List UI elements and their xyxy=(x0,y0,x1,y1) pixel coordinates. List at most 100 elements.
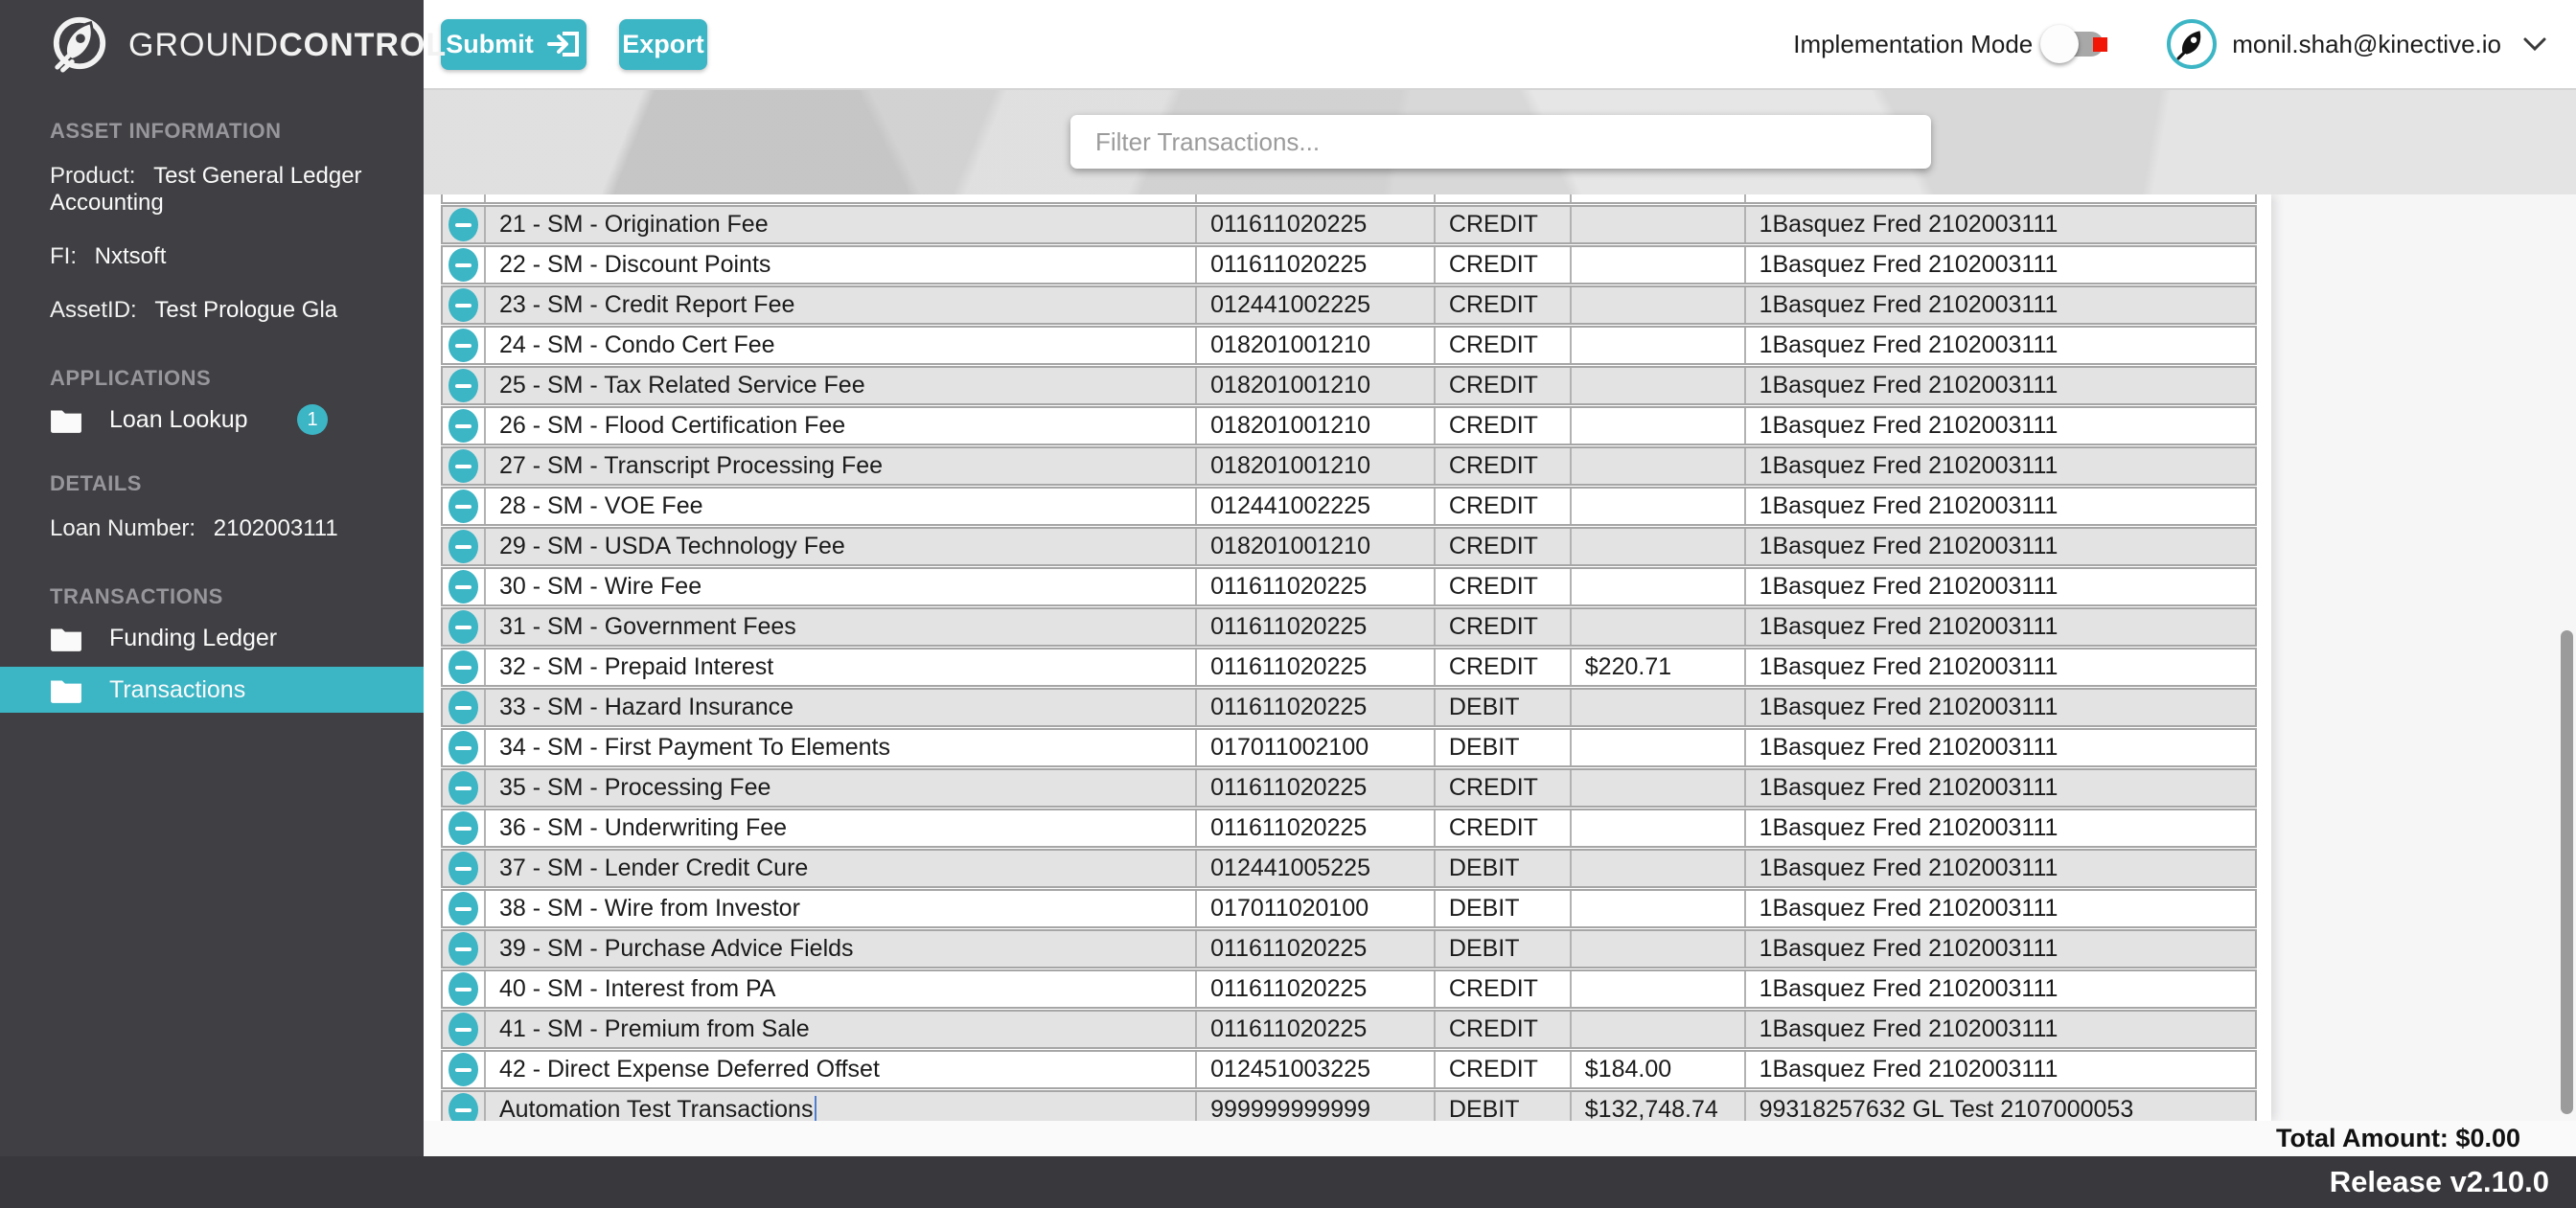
description-cell[interactable]: 36 - SM - Underwriting Fee xyxy=(486,810,1198,846)
remove-row-button[interactable] xyxy=(448,1053,478,1086)
description-cell[interactable]: 23 - SM - Credit Report Fee xyxy=(486,287,1198,323)
amount-cell[interactable] xyxy=(1572,408,1746,444)
payee-cell[interactable]: 1Basquez Fred 2102003111 xyxy=(1759,251,2058,278)
amount-cell[interactable] xyxy=(1572,971,1746,1007)
account-number-cell[interactable]: 011611020225 xyxy=(1197,810,1436,846)
description-cell[interactable]: 39 - SM - Purchase Advice Fields xyxy=(486,931,1198,967)
credit-debit-cell[interactable]: CREDIT xyxy=(1436,770,1572,806)
amount-cell[interactable] xyxy=(1572,448,1746,484)
account-number-cell[interactable]: 012441002225 xyxy=(1197,287,1436,323)
description-cell[interactable]: 31 - SM - Government Fees xyxy=(486,609,1198,645)
description-cell[interactable]: 22 - SM - Discount Points xyxy=(486,247,1198,283)
credit-debit-cell[interactable]: CREDIT xyxy=(1436,609,1572,645)
sidebar-item-loan-lookup[interactable]: Loan Lookup 1 xyxy=(0,397,424,443)
credit-debit-cell[interactable]: CREDIT xyxy=(1436,448,1572,484)
amount-cell[interactable] xyxy=(1572,931,1746,967)
credit-debit-cell[interactable]: DEBIT xyxy=(1436,931,1572,967)
description-cell[interactable]: 28 - SM - VOE Fee xyxy=(486,489,1198,524)
remove-row-button[interactable] xyxy=(448,248,478,282)
payee-cell[interactable]: 1Basquez Fred 2102003111 xyxy=(1759,734,2058,761)
remove-row-button[interactable] xyxy=(448,852,478,885)
account-number-cell[interactable]: 011611020225 xyxy=(1197,609,1436,645)
payee-cell[interactable]: 1Basquez Fred 2102003111 xyxy=(1759,291,2058,318)
payee-cell[interactable]: 1Basquez Fred 2102003111 xyxy=(1759,1056,2058,1083)
amount-cell[interactable] xyxy=(1572,368,1746,403)
account-number-cell[interactable]: 012441002225 xyxy=(1197,489,1436,524)
implementation-mode-toggle[interactable] xyxy=(2040,25,2108,63)
credit-debit-cell[interactable]: CREDIT xyxy=(1436,207,1572,242)
description-cell[interactable]: 35 - SM - Processing Fee xyxy=(486,770,1198,806)
payee-cell[interactable]: 1Basquez Fred 2102003111 xyxy=(1759,975,2058,1002)
remove-row-button[interactable] xyxy=(448,208,478,241)
payee-cell[interactable]: 1Basquez Fred 2102003111 xyxy=(1759,372,2058,399)
amount-cell[interactable] xyxy=(1572,489,1746,524)
credit-debit-cell[interactable]: CREDIT xyxy=(1436,810,1572,846)
remove-row-button[interactable] xyxy=(448,650,478,684)
amount-cell[interactable] xyxy=(1572,810,1746,846)
account-number-cell[interactable]: 011611020225 xyxy=(1197,770,1436,806)
description-cell[interactable]: 27 - SM - Transcript Processing Fee xyxy=(486,448,1198,484)
payee-cell[interactable]: 1Basquez Fred 2102003111 xyxy=(1759,935,2058,962)
payee-cell[interactable]: 1Basquez Fred 2102003111 xyxy=(1759,452,2058,479)
credit-debit-cell[interactable]: CREDIT xyxy=(1436,408,1572,444)
account-number-cell[interactable]: 017011002100 xyxy=(1197,730,1436,765)
remove-row-button[interactable] xyxy=(448,731,478,764)
account-number-cell[interactable]: 018201001210 xyxy=(1197,529,1436,564)
amount-cell[interactable] xyxy=(1572,770,1746,806)
description-cell[interactable]: 41 - SM - Premium from Sale xyxy=(486,1012,1198,1047)
payee-cell[interactable]: 1Basquez Fred 2102003111 xyxy=(1759,412,2058,439)
export-button[interactable]: Export xyxy=(619,18,707,70)
description-cell[interactable]: 37 - SM - Lender Credit Cure xyxy=(486,851,1198,886)
credit-debit-cell[interactable]: CREDIT xyxy=(1436,247,1572,283)
user-email[interactable]: monil.shah@kinective.io xyxy=(2232,29,2501,58)
amount-cell[interactable]: $132,748.74 xyxy=(1572,1092,1746,1121)
sidebar-item-transactions[interactable]: Transactions xyxy=(0,667,424,713)
account-number-cell[interactable]: 018201001210 xyxy=(1197,408,1436,444)
payee-cell[interactable]: 1Basquez Fred 2102003111 xyxy=(1759,533,2058,559)
remove-row-button[interactable] xyxy=(448,811,478,845)
description-cell[interactable]: 34 - SM - First Payment To Elements xyxy=(486,730,1198,765)
description-cell[interactable]: 32 - SM - Prepaid Interest xyxy=(486,650,1198,685)
page-scrollbar-thumb[interactable] xyxy=(2561,630,2573,1114)
amount-cell[interactable]: $220.71 xyxy=(1572,650,1746,685)
account-number-cell[interactable]: 011611020225 xyxy=(1197,650,1436,685)
account-number-cell[interactable]: 011611020225 xyxy=(1197,247,1436,283)
remove-row-button[interactable] xyxy=(448,691,478,724)
payee-cell[interactable]: 99318257632 GL Test 2107000053 xyxy=(1759,1096,2134,1121)
credit-debit-cell[interactable]: CREDIT xyxy=(1436,287,1572,323)
account-number-cell[interactable]: 018201001210 xyxy=(1197,328,1436,363)
account-number-cell[interactable]: 012451003225 xyxy=(1197,1052,1436,1087)
credit-debit-cell[interactable]: DEBIT xyxy=(1436,730,1572,765)
payee-cell[interactable]: 1Basquez Fred 2102003111 xyxy=(1759,694,2058,720)
credit-debit-cell[interactable]: CREDIT xyxy=(1436,1052,1572,1087)
submit-button[interactable]: Submit xyxy=(441,18,586,70)
remove-row-button[interactable] xyxy=(448,490,478,523)
amount-cell[interactable] xyxy=(1572,1012,1746,1047)
remove-row-button[interactable] xyxy=(448,892,478,925)
credit-debit-cell[interactable]: CREDIT xyxy=(1436,328,1572,363)
credit-debit-cell[interactable]: CREDIT xyxy=(1436,368,1572,403)
description-cell[interactable]: 40 - SM - Interest from PA xyxy=(486,971,1198,1007)
remove-row-button[interactable] xyxy=(448,530,478,563)
remove-row-button[interactable] xyxy=(448,329,478,362)
amount-cell[interactable] xyxy=(1572,851,1746,886)
description-cell[interactable]: 29 - SM - USDA Technology Fee xyxy=(486,529,1198,564)
payee-cell[interactable]: 1Basquez Fred 2102003111 xyxy=(1759,855,2058,881)
description-cell[interactable]: 25 - SM - Tax Related Service Fee xyxy=(486,368,1198,403)
payee-cell[interactable]: 1Basquez Fred 2102003111 xyxy=(1759,814,2058,841)
description-cell[interactable]: 33 - SM - Hazard Insurance xyxy=(486,690,1198,725)
credit-debit-cell[interactable]: CREDIT xyxy=(1436,489,1572,524)
remove-row-button[interactable] xyxy=(448,610,478,644)
payee-cell[interactable]: 1Basquez Fred 2102003111 xyxy=(1759,492,2058,519)
chevron-down-icon[interactable] xyxy=(2522,36,2547,52)
payee-cell[interactable]: 1Basquez Fred 2102003111 xyxy=(1759,613,2058,640)
amount-cell[interactable] xyxy=(1572,247,1746,283)
description-cell[interactable]: 42 - Direct Expense Deferred Offset xyxy=(486,1052,1198,1087)
account-number-cell[interactable]: 011611020225 xyxy=(1197,971,1436,1007)
remove-row-button[interactable] xyxy=(448,972,478,1006)
payee-cell[interactable]: 1Basquez Fred 2102003111 xyxy=(1759,774,2058,801)
account-number-cell[interactable]: 017011020100 xyxy=(1197,891,1436,926)
account-number-cell[interactable]: 011611020225 xyxy=(1197,931,1436,967)
remove-row-button[interactable] xyxy=(448,449,478,483)
remove-row-button[interactable] xyxy=(448,771,478,805)
